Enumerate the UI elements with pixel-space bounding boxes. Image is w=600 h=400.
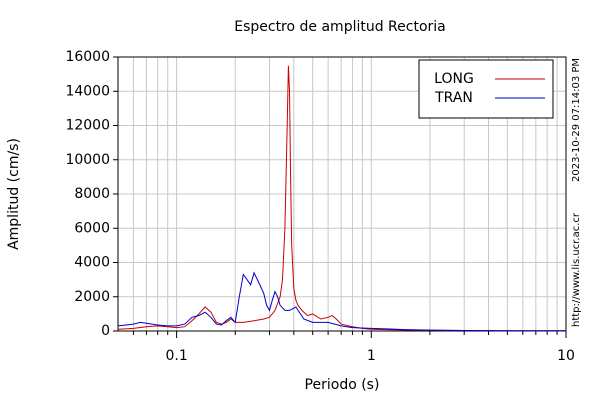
y-tick-label: 16000 [65, 49, 110, 65]
y-tick-label: 14000 [65, 83, 110, 99]
y-tick-label: 0 [101, 323, 110, 339]
plot-frame [117, 56, 567, 332]
x-tick-label: 1 [367, 348, 376, 364]
x-tick-label: 10 [557, 348, 575, 364]
series-line [117, 271, 567, 332]
chart-title: Espectro de amplitud Rectoria [234, 19, 446, 35]
x-tick-label: 0.1 [165, 348, 187, 364]
y-axis-label: Amplitud (cm/s) [6, 138, 22, 250]
legend-box [418, 59, 554, 119]
timestamp: 2023-10-29 07:14:03 PM [571, 58, 582, 182]
legend-label: LONG [434, 71, 474, 87]
y-tick-label: 10000 [65, 152, 110, 168]
y-tick-label: 6000 [74, 220, 110, 236]
y-tick-label: 4000 [74, 255, 110, 271]
y-tick-label: 8000 [74, 186, 110, 202]
y-tick-label: 2000 [74, 289, 110, 305]
source-url: http://www.lis.ucr.ac.cr [571, 212, 582, 327]
y-tick-label: 12000 [65, 118, 110, 134]
x-axis-label: Periodo (s) [305, 377, 380, 393]
legend-label: TRAN [434, 90, 473, 106]
